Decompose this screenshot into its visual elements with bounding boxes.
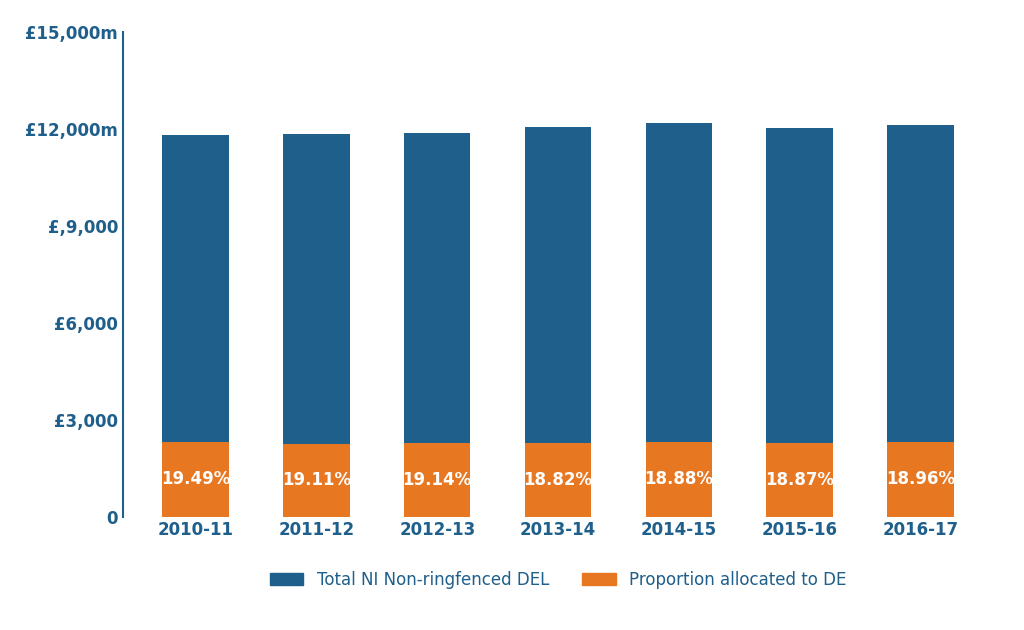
Bar: [525, 443, 591, 517]
Bar: [767, 444, 833, 517]
Bar: [525, 127, 591, 443]
Bar: [767, 128, 833, 444]
Legend: Total NI Non-ringfenced DEL, Proportion allocated to DE: Total NI Non-ringfenced DEL, Proportion …: [263, 564, 853, 595]
Text: 19.11%: 19.11%: [282, 471, 351, 489]
Bar: [646, 442, 712, 517]
Bar: [163, 442, 229, 517]
Text: 18.82%: 18.82%: [523, 471, 593, 489]
Bar: [404, 133, 470, 443]
Bar: [404, 443, 470, 517]
Text: 18.87%: 18.87%: [765, 471, 835, 489]
Bar: [163, 135, 229, 442]
Text: 18.96%: 18.96%: [886, 471, 955, 488]
Bar: [284, 444, 349, 517]
Text: 19.49%: 19.49%: [161, 471, 230, 488]
Text: 18.88%: 18.88%: [644, 471, 714, 488]
Bar: [646, 123, 712, 442]
Bar: [887, 125, 953, 442]
Bar: [284, 134, 349, 444]
Text: 19.14%: 19.14%: [402, 471, 472, 489]
Bar: [887, 442, 953, 517]
